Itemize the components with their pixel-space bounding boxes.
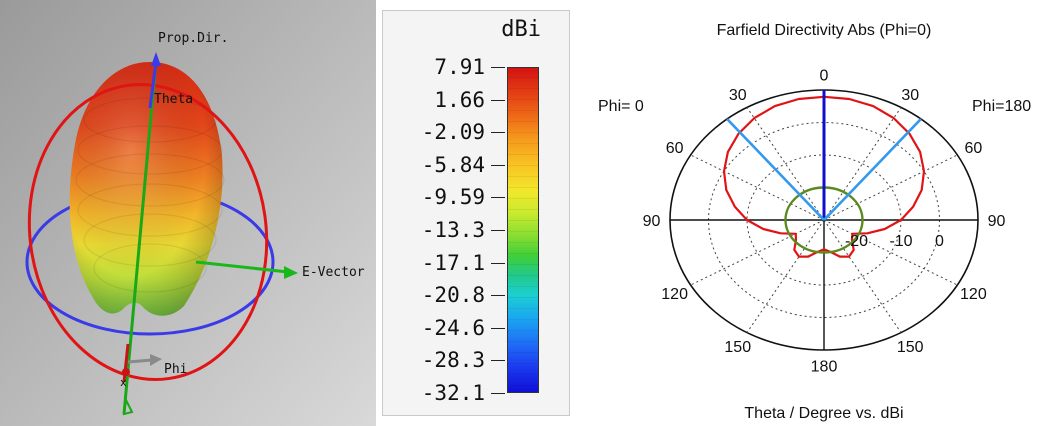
beamwidth-marker (726, 118, 825, 221)
angle-tick-label: 0 (820, 67, 829, 84)
scale-tick-label: -28.3 (421, 348, 485, 373)
radial-tick-label: -10 (889, 233, 912, 250)
phi-label: Phi (164, 362, 187, 377)
angle-tick-label: 180 (811, 359, 838, 376)
origin-marker (122, 368, 130, 376)
grid-spoke (746, 107, 825, 221)
chart-title: Farfield Directivity Abs (Phi=0) (717, 22, 932, 39)
angle-tick-label: 90 (643, 213, 661, 230)
polar-series (722, 90, 926, 258)
scale-tick-mark (491, 132, 505, 134)
pattern-3d-view: Prop.Dir. Theta E-Vector Phi x (0, 0, 376, 426)
polar-plot: Farfield Directivity Abs (Phi=0) Theta /… (598, 22, 1031, 422)
scale-tick-label: -32.1 (421, 381, 485, 405)
phi-arrowhead (150, 354, 162, 366)
scale-tick-mark (491, 360, 505, 362)
scale-tick-label: -2.09 (421, 120, 485, 145)
scale-tick-label: 7.91 (434, 55, 485, 79)
scale-tick-label: 1.66 (434, 87, 485, 112)
x-axis-title: Theta / Degree vs. dBi (744, 405, 903, 422)
angle-tick-label: 120 (661, 286, 688, 303)
phi-arrow-line (127, 358, 153, 364)
x-axis-label: x (120, 376, 127, 389)
angle-tick-label: 30 (901, 87, 919, 104)
beamwidth-marker (823, 118, 922, 221)
scale-tick-label: -13.3 (421, 218, 485, 242)
e-vector-arrowhead (284, 266, 298, 279)
angle-tick-label: 150 (724, 339, 751, 356)
scale-tick-label: -17.1 (421, 250, 485, 275)
prop-dir-arrow-line (148, 61, 158, 109)
angle-tick-label: 60 (666, 140, 684, 157)
grid-spoke (690, 154, 825, 221)
e-vector-arrow-line (195, 260, 289, 274)
angle-tick-label: 120 (960, 286, 987, 303)
axis-tail-loop (122, 396, 134, 416)
scale-tick-mark (491, 230, 505, 231)
pattern-3d-panel: Prop.Dir. Theta E-Vector Phi x (0, 0, 376, 426)
e-vector-label: E-Vector (302, 265, 365, 280)
scale-tick-mark (491, 164, 505, 166)
directivity-trace (722, 95, 926, 258)
scale-tick-mark (491, 327, 505, 329)
color-scale-bar (507, 67, 539, 393)
scale-tick-label: -9.59 (421, 185, 485, 210)
phi-left-label: Phi= 0 (598, 98, 644, 115)
prop-dir-axis-line (122, 59, 158, 415)
scale-tick-mark (491, 99, 505, 101)
polar-plot-panel: Farfield Directivity Abs (Phi=0) Theta /… (576, 0, 1062, 426)
scale-tick-mark (491, 393, 505, 394)
scale-tick-mark (491, 262, 505, 264)
angle-tick-label: 30 (729, 87, 747, 104)
theta-ring-red (27, 83, 269, 381)
polar-tick-labels: 0 30 30 60 60 90 90 120 120 150 150 180 -20 -10 0 (643, 67, 1006, 375)
radial-tick-label: -20 (845, 233, 868, 250)
grid-spoke (690, 219, 825, 286)
scale-tick-label: -24.6 (421, 315, 485, 340)
scale-tick-mark (491, 67, 505, 68)
angle-tick-label: 150 (897, 339, 924, 356)
scale-tick-label: -5.84 (421, 152, 485, 177)
phi-right-label: Phi=180 (972, 98, 1031, 115)
scale-unit-label: dBi (501, 17, 541, 42)
color-scale-panel: dBi 7.91 1.66 -2.09 -5.84 -9.59 -13.3 -17.1 -20… (382, 10, 570, 416)
theta-label: Theta (154, 92, 193, 107)
radial-tick-label: 0 (935, 233, 944, 250)
angle-tick-label: 60 (964, 140, 982, 157)
prop-dir-arrowhead (151, 52, 161, 66)
scale-tick-mark (491, 197, 505, 199)
grid-spoke (823, 219, 958, 286)
main-lobe-shading (69, 62, 223, 316)
angle-tick-label: 90 (988, 213, 1006, 230)
scale-tick-label: -20.8 (421, 283, 485, 308)
prop-dir-label: Prop.Dir. (158, 31, 228, 46)
lobe-contours (75, 97, 225, 293)
scale-tick-mark (491, 295, 505, 297)
color-scale-bands (507, 67, 539, 393)
grid-spoke (823, 107, 902, 221)
